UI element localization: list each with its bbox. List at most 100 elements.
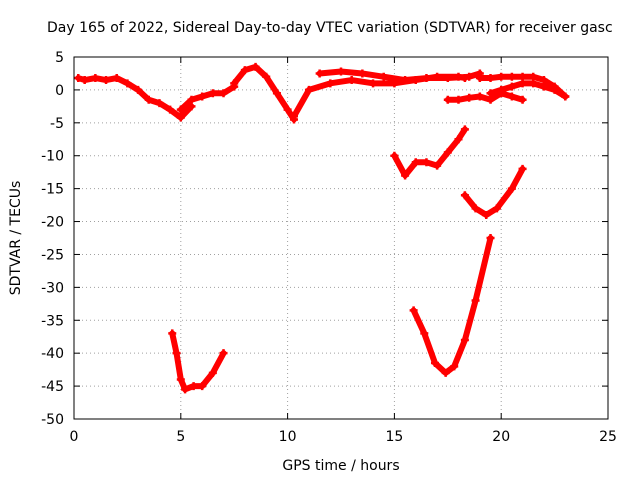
data-point xyxy=(518,164,527,173)
data-point xyxy=(443,148,452,157)
data-point xyxy=(454,135,463,144)
y-tick-label: -40 xyxy=(41,346,64,362)
y-tick-label: -35 xyxy=(41,313,64,329)
data-point xyxy=(176,105,185,114)
data-point xyxy=(112,74,121,83)
data-point xyxy=(240,66,249,75)
series-arc-8 xyxy=(486,79,570,101)
y-tick-label: -15 xyxy=(41,182,64,198)
y-tick-label: 0 xyxy=(55,83,64,99)
y-axis-label: SDTVAR / TECUs xyxy=(8,181,24,296)
data-point xyxy=(475,92,484,101)
data-point xyxy=(198,382,207,391)
series-layer xyxy=(74,62,570,394)
plot-frame xyxy=(73,56,609,420)
series-arc-7 xyxy=(443,89,527,104)
series-line xyxy=(169,330,227,393)
data-point xyxy=(337,67,345,76)
y-tick-label: 5 xyxy=(55,50,64,66)
y-tick-label: -30 xyxy=(41,280,64,296)
data-point xyxy=(219,349,228,358)
data-point xyxy=(401,76,410,85)
y-tick-label: -25 xyxy=(41,247,64,263)
data-point xyxy=(123,79,132,88)
x-axis-label: GPS time / hours xyxy=(282,458,399,474)
data-point xyxy=(465,93,474,102)
data-point xyxy=(460,191,469,200)
data-point xyxy=(326,79,335,88)
data-point xyxy=(181,385,190,394)
data-point xyxy=(390,151,399,160)
y-tick-label: -20 xyxy=(41,215,64,231)
data-point xyxy=(486,89,495,98)
data-point xyxy=(401,171,410,180)
data-point xyxy=(497,72,506,81)
data-point xyxy=(172,349,181,358)
series-arc-9 xyxy=(390,125,469,180)
data-point xyxy=(411,158,420,167)
data-point xyxy=(102,76,111,85)
data-point xyxy=(409,306,418,315)
data-point xyxy=(433,161,442,170)
data-point xyxy=(430,359,439,368)
data-point xyxy=(450,362,459,371)
y-tick-label: -45 xyxy=(41,379,64,395)
series-arc-1 xyxy=(74,74,196,122)
series-arc-12 xyxy=(168,329,228,394)
data-point xyxy=(486,74,495,83)
data-point xyxy=(369,79,378,88)
series-line xyxy=(410,235,494,376)
data-point xyxy=(561,92,570,101)
x-tick-label: 0 xyxy=(70,429,79,445)
data-point xyxy=(144,95,153,104)
x-tick-label: 5 xyxy=(176,429,185,445)
series-line xyxy=(461,165,526,218)
data-point xyxy=(208,368,217,377)
data-point xyxy=(507,72,516,81)
series-line xyxy=(75,75,195,121)
data-point xyxy=(74,74,83,83)
data-point xyxy=(155,99,164,108)
data-point xyxy=(230,79,239,88)
data-point xyxy=(272,89,281,98)
series-arc-11 xyxy=(409,234,495,377)
y-tick-label: -50 xyxy=(41,412,64,428)
data-point xyxy=(189,382,198,391)
series-arc-10 xyxy=(460,164,527,219)
data-point xyxy=(422,158,431,167)
data-point xyxy=(304,85,313,94)
data-point xyxy=(176,113,185,122)
data-point xyxy=(529,79,538,88)
series-line xyxy=(291,73,468,120)
data-point xyxy=(471,204,480,213)
data-point xyxy=(208,89,217,98)
series-arc-5 xyxy=(315,67,484,85)
data-point xyxy=(482,210,491,219)
x-tick-label: 15 xyxy=(385,429,403,445)
y-axis-ticks: 5 0 -5 -10 -15 -20 -25 -30 -35 -40 -45 -50 xyxy=(41,50,608,428)
series-line xyxy=(231,63,298,123)
data-point xyxy=(518,79,527,88)
y-tick-label: -10 xyxy=(41,149,64,165)
data-point xyxy=(315,69,324,78)
data-point xyxy=(168,329,177,338)
x-tick-label: 10 xyxy=(279,429,297,445)
data-point xyxy=(460,125,469,134)
data-point xyxy=(198,92,207,101)
series-line xyxy=(177,83,238,113)
data-point xyxy=(507,92,516,101)
data-point xyxy=(219,89,228,98)
data-point xyxy=(262,72,271,81)
data-point xyxy=(134,85,143,94)
series-line xyxy=(391,126,468,179)
data-point xyxy=(347,76,356,85)
data-point xyxy=(441,368,450,377)
data-point xyxy=(166,105,175,114)
data-point xyxy=(358,69,367,78)
data-point xyxy=(443,95,452,104)
data-point xyxy=(507,82,516,91)
data-point xyxy=(176,375,185,384)
data-point xyxy=(497,85,506,94)
data-point xyxy=(518,95,527,104)
